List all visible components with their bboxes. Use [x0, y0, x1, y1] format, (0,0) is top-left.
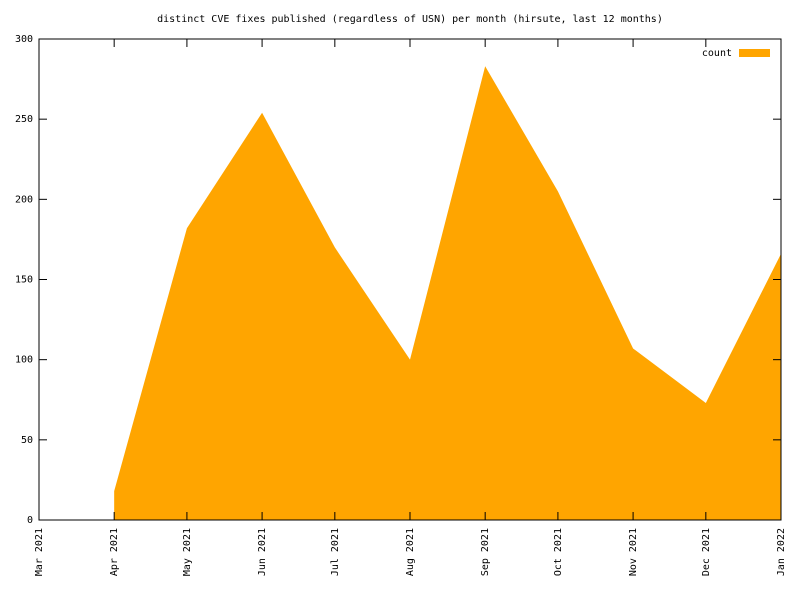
y-tick-label: 300 [15, 34, 33, 45]
area [114, 66, 782, 521]
x-tick-label: Nov 2021 [628, 528, 639, 576]
x-tick-label: Jun 2021 [257, 528, 268, 576]
y-tick-label: 50 [21, 435, 33, 446]
legend-label: count [702, 48, 732, 59]
x-tick-label: Oct 2021 [553, 528, 564, 576]
y-tick-label: 250 [15, 114, 33, 125]
x-tick-label: Apr 2021 [109, 528, 120, 576]
x-tick-label: Dec 2021 [701, 528, 712, 576]
x-tick-label: Jan 2022 [776, 528, 787, 576]
legend-swatch [739, 49, 770, 57]
x-tick-label: Jul 2021 [330, 528, 341, 576]
chart-title: distinct CVE fixes published (regardless… [157, 14, 663, 25]
y-tick-label: 0 [27, 515, 33, 526]
y-tick-label: 100 [15, 355, 33, 366]
x-tick-label: May 2021 [182, 528, 193, 576]
y-tick-label: 150 [15, 275, 33, 286]
y-tick-label: 200 [15, 194, 33, 205]
x-tick-label: Sep 2021 [480, 528, 491, 576]
x-tick-label: Aug 2021 [405, 528, 416, 576]
x-tick-label: Mar 2021 [34, 528, 45, 576]
